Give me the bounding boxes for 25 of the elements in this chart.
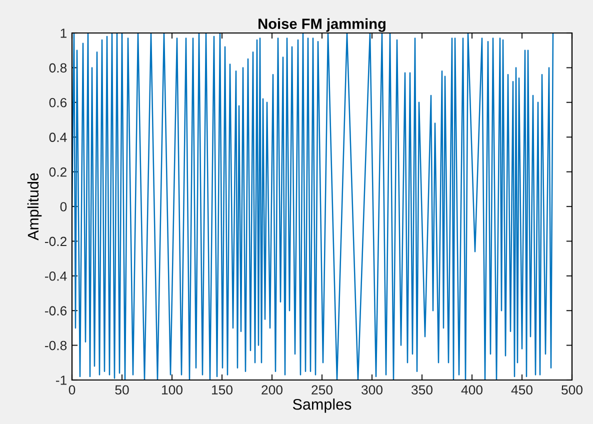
chart-title: Noise FM jamming (258, 18, 386, 32)
y-tick-label: 0.4 (49, 132, 67, 142)
y-tick-label: 0.8 (49, 63, 67, 73)
x-axis-title: Samples (292, 398, 352, 413)
x-tick-label: 350 (411, 385, 432, 395)
y-tick-label: 0.2 (49, 167, 66, 177)
x-tick-label: 450 (511, 385, 532, 395)
x-tick-label: 100 (162, 385, 182, 395)
y-tick-label: 0 (60, 202, 67, 212)
y-tick-label: -1 (56, 376, 66, 385)
x-tick-label: 0 (68, 385, 76, 395)
x-tick-label: 400 (461, 385, 482, 395)
x-tick-label: 200 (262, 385, 282, 395)
x-tick-label: 50 (115, 385, 129, 395)
x-tick-label: 150 (212, 385, 232, 395)
y-tick-label: -0.4 (44, 271, 67, 281)
x-tick-label: 300 (361, 385, 382, 395)
y-tick-label: -0.2 (44, 236, 66, 246)
x-tick-label: 500 (562, 385, 582, 395)
y-tick-label: 1 (60, 28, 66, 38)
y-axis-title: Amplitude (27, 173, 42, 240)
y-tick-label: -0.8 (44, 340, 67, 350)
y-tick-label: -0.6 (44, 306, 67, 316)
y-tick-label: 0.6 (49, 98, 67, 108)
x-tick-label: 250 (312, 385, 332, 395)
